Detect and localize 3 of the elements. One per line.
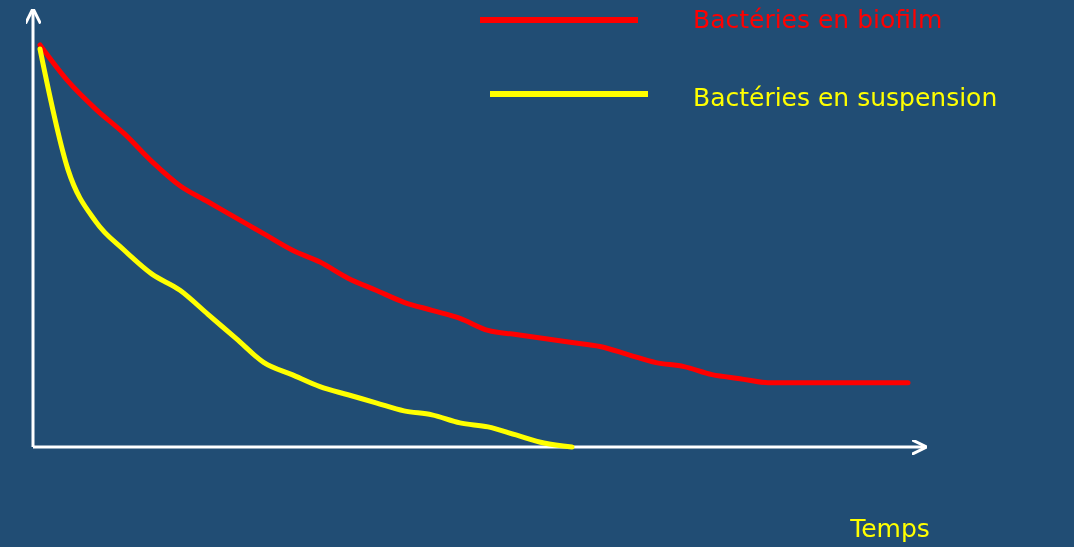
text: Bactéries en suspension	[693, 83, 998, 112]
x-axis-title: Temps	[849, 514, 930, 543]
text: Bactéries en biofilm	[693, 5, 943, 34]
